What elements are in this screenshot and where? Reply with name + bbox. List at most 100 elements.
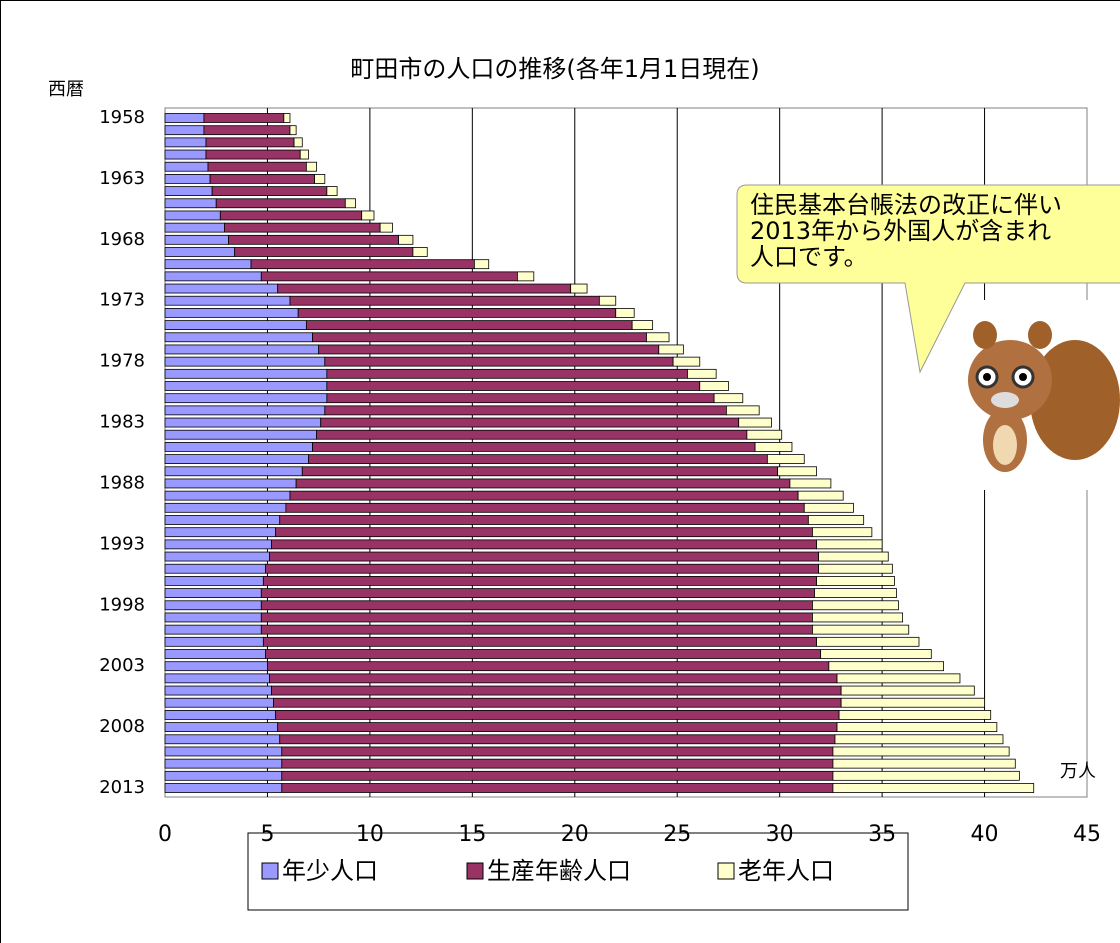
x-tick-label: 35 — [868, 822, 896, 847]
x-tick-label: 0 — [158, 822, 172, 847]
bar-segment — [282, 771, 833, 780]
bar-segment — [646, 333, 669, 342]
x-tick-label: 5 — [260, 822, 274, 847]
bar-segment — [263, 576, 816, 585]
bar-segment — [747, 430, 782, 439]
bar-segment — [165, 296, 290, 305]
bar-segment — [165, 308, 298, 317]
bar-segment — [206, 138, 294, 147]
bar-segment — [812, 613, 902, 622]
bar-segment — [165, 418, 321, 427]
bar-segment — [165, 503, 286, 512]
bar-segment — [165, 759, 282, 768]
y-tick-label: 1993 — [99, 533, 145, 554]
bar-segment — [165, 710, 276, 719]
y-tick-label: 2013 — [99, 777, 145, 798]
bar-segment — [821, 650, 932, 659]
bar-segment — [778, 467, 817, 476]
x-tick-label: 10 — [356, 822, 384, 847]
bar-segment — [290, 296, 599, 305]
bar-segment — [280, 516, 809, 525]
bar-segment — [319, 345, 659, 354]
bar-segment — [208, 162, 306, 171]
bar-segment — [261, 272, 517, 281]
bar-segment — [165, 357, 325, 366]
bar-segment — [165, 625, 261, 634]
bar-segment — [165, 394, 327, 403]
bar-segment — [165, 321, 306, 330]
bar-segment — [274, 698, 842, 707]
bar-segment — [808, 516, 863, 525]
bar-segment — [165, 345, 319, 354]
bar-segment — [474, 260, 488, 269]
bar-segment — [204, 114, 284, 123]
bar-segment — [204, 126, 290, 135]
bar-segment — [345, 199, 355, 208]
bar-segment — [306, 321, 632, 330]
bar-segment — [282, 784, 833, 793]
bar-segment — [790, 479, 831, 488]
bar-segment — [327, 394, 714, 403]
y-tick-label: 1983 — [99, 412, 145, 433]
bar-segment — [165, 613, 261, 622]
bar-segment — [819, 564, 893, 573]
bar-segment — [290, 491, 798, 500]
bar-segment — [165, 199, 216, 208]
bar-segment — [165, 467, 302, 476]
bar-segment — [265, 564, 818, 573]
bar-segment — [294, 138, 302, 147]
bar-segment — [399, 235, 413, 244]
bar-segment — [839, 710, 991, 719]
bar-segment — [616, 308, 634, 317]
bar-segment — [165, 747, 282, 756]
bar-segment — [841, 698, 984, 707]
bar-segment — [837, 723, 997, 732]
x-tick-label: 15 — [458, 822, 486, 847]
bar-segment — [300, 150, 308, 159]
bar-segment — [265, 650, 820, 659]
bar-segment — [267, 662, 828, 671]
bar-segment — [835, 735, 1003, 744]
bar-segment — [165, 723, 278, 732]
bar-segment — [272, 686, 842, 695]
bar-segment — [325, 406, 727, 415]
bar-segment — [833, 747, 1009, 756]
bar-segment — [814, 589, 896, 598]
bar-segment — [321, 418, 739, 427]
bar-segment — [269, 552, 818, 561]
bar-segment — [739, 418, 772, 427]
bar-segment — [165, 698, 274, 707]
annotation-line: 2013年から外国人が含まれ — [750, 217, 1051, 245]
annotation-line: 人口です。 — [750, 243, 868, 271]
bar-segment — [804, 503, 853, 512]
bar-segment — [261, 589, 814, 598]
bar-segment — [282, 759, 833, 768]
bar-segment — [413, 248, 427, 257]
bar-segment — [165, 406, 325, 415]
bar-segment — [659, 345, 684, 354]
legend-swatch — [262, 863, 278, 879]
bar-segment — [216, 199, 345, 208]
bar-segment — [278, 723, 837, 732]
bar-segment — [165, 686, 272, 695]
bar-segment — [229, 235, 399, 244]
x-tick-label: 40 — [971, 822, 999, 847]
bar-segment — [220, 211, 361, 220]
bar-segment — [165, 784, 282, 793]
bar-segment — [165, 382, 327, 391]
legend-label: 老年人口 — [738, 857, 834, 885]
bar-segment — [837, 674, 960, 683]
y-tick-label: 1988 — [99, 472, 145, 493]
bar-segment — [261, 613, 812, 622]
bar-segment — [165, 491, 290, 500]
legend-swatch — [467, 863, 483, 879]
y-tick-label: 1963 — [99, 168, 145, 189]
bar-segment — [272, 540, 817, 549]
bar-segment — [829, 662, 944, 671]
bar-segment — [833, 771, 1019, 780]
bar-segment — [313, 442, 756, 451]
unit-label: 万人 — [1060, 761, 1096, 782]
bar-segment — [833, 784, 1034, 793]
bar-segment — [251, 260, 474, 269]
bar-segment — [165, 126, 204, 135]
